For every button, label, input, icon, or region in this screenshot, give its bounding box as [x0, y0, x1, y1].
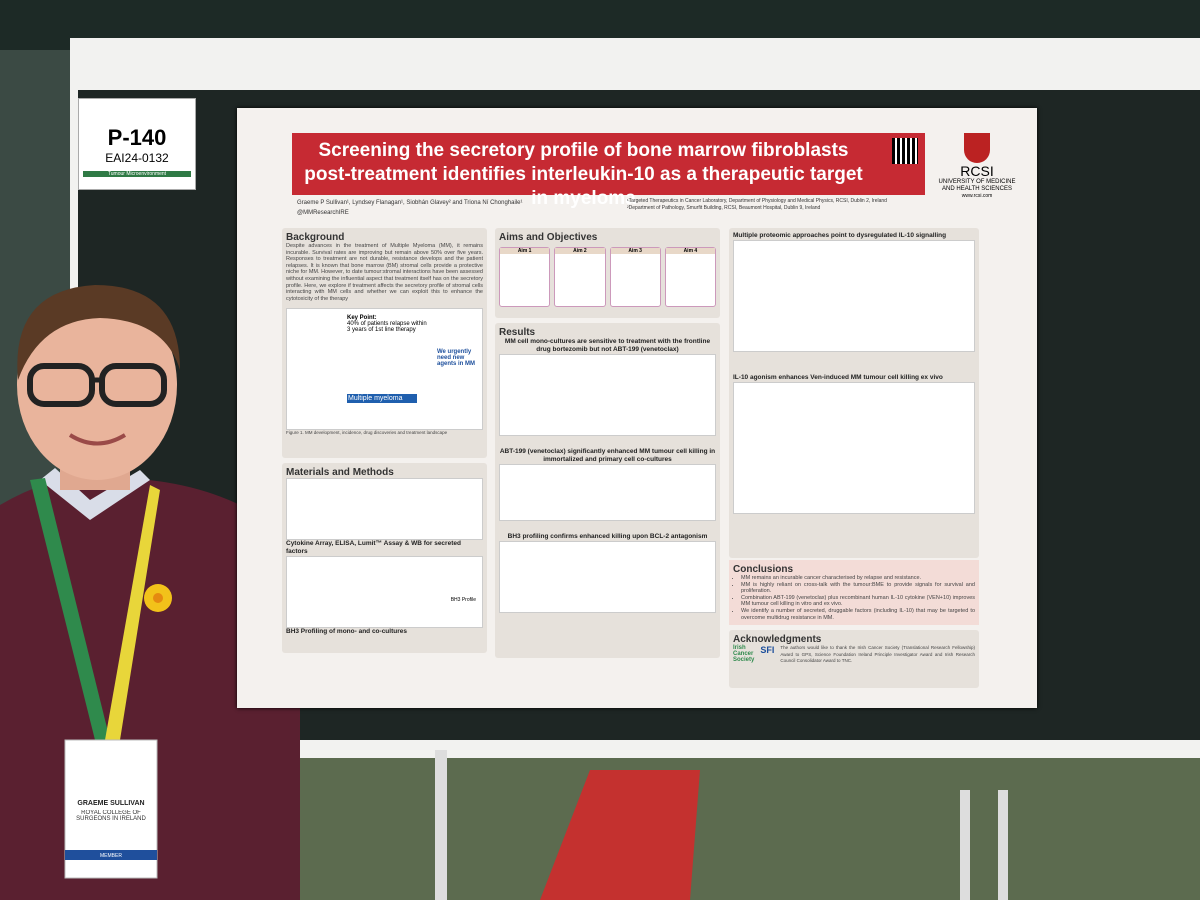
figure-1: Key Point: 40% of patients relapse within…: [286, 308, 483, 431]
aim-label: Aim 3: [610, 248, 660, 254]
sponsor: Irish Cancer Society: [733, 645, 755, 663]
result-heading: BH3 profiling confirms enhanced killing …: [507, 533, 708, 540]
conclusion-item: Combination ABT-199 (venetoclax) plus re…: [741, 595, 975, 608]
acknowledgments-section: Acknowledgments Irish Cancer Society SFI…: [729, 630, 979, 688]
badge-name: GRAEME SULLIVAN: [77, 800, 144, 807]
background-text: Despite advances in the treatment of Mul…: [286, 243, 483, 302]
section-heading: Materials and Methods: [286, 467, 394, 478]
poster: Screening the secretory profile of bone …: [237, 108, 1037, 708]
key-point-heading: Key Point:: [347, 315, 377, 322]
result-heading: IL-10 agonism enhances Ven-induced MM tu…: [733, 374, 943, 381]
face: [17, 290, 177, 480]
crest: [964, 133, 990, 163]
key-point-urgent: We urgently need new agents in MM: [437, 349, 476, 368]
topic: Tumour Microenvironment: [83, 171, 191, 177]
badge-org: ROYAL COLLEGE OF SURGEONS IN IRELAND: [76, 810, 146, 822]
key-point: Key Point: 40% of patients relapse within…: [347, 315, 427, 333]
methods-figure: BH3 Profile: [286, 556, 483, 628]
badge-role: MEMBER: [100, 853, 122, 859]
bh3-profile: BH3 Profile: [450, 597, 476, 603]
result-figure: [499, 541, 716, 613]
red-carpet: [540, 770, 700, 900]
abstract-id: EAI24-0132: [105, 151, 169, 165]
smile: [68, 433, 127, 446]
poster-number: P-140: [107, 125, 167, 150]
result-heading: ABT-199 (venetoclax) significantly enhan…: [499, 448, 716, 463]
results-section: Results MM cell mono-cultures are sensit…: [495, 323, 720, 658]
result-figure: [733, 382, 975, 514]
background-section: Background Despite advances in the treat…: [282, 228, 487, 458]
aim-box: Aim 3: [609, 247, 661, 307]
qr-code: [892, 138, 918, 164]
aim-label: Aim 2: [555, 248, 605, 254]
board-leg: [998, 790, 1008, 900]
aims-section: Aims and Objectives Aim 1 Aim 2 Aim 3 Aim 4: [495, 228, 720, 318]
methods-assay: Cytokine Array, ELISA, Lumit™ Assay & WB…: [286, 540, 461, 555]
affiliation: ²Department of Pathology, Smurfit Buildi…: [627, 205, 821, 211]
section-heading: Acknowledgments: [733, 634, 822, 645]
figure-caption: Figure 1. MM development, incidence, dru…: [286, 430, 448, 436]
glasses: [99, 363, 167, 407]
section-heading: Aims and Objectives: [499, 232, 598, 243]
glasses: [27, 363, 95, 407]
aims-row: Aim 1 Aim 2 Aim 3 Aim 4: [499, 247, 716, 307]
logo-url: www.rcsi.com: [961, 193, 993, 199]
section-heading: Conclusions: [733, 564, 794, 575]
logo-name: RCSI: [960, 163, 994, 179]
affiliation: ¹Targeted Therapeutics in Cancer Laborat…: [627, 198, 887, 204]
aim-box: Aim 2: [554, 247, 606, 307]
ack-row: Irish Cancer Society SFI The authors wou…: [733, 645, 975, 665]
board-leg: [435, 750, 447, 900]
key-point-text: 40% of patients relapse within 3 years o…: [347, 321, 427, 334]
badge-strip: [65, 850, 157, 860]
aim-label: Aim 1: [500, 248, 550, 254]
conclusion-item: MM is highly reliant on cross-talk with …: [741, 582, 975, 595]
authors: Graeme P Sullivan¹, Lyndsey Flanagan¹, S…: [297, 200, 523, 206]
board-leg: [960, 790, 970, 900]
badge-org-box: ROYAL COLLEGE OF SURGEONS IN IRELAND: [76, 810, 146, 822]
section-heading: Background: [286, 232, 345, 243]
sponsor: SFI: [760, 645, 775, 655]
results-right: Multiple proteomic approaches point to d…: [729, 228, 979, 558]
result-figure: [499, 354, 716, 436]
result-figure: [733, 240, 975, 352]
methods-caption: BH3 Profiling of mono- and co-cultures: [286, 628, 407, 635]
aim-box: Aim 1: [499, 247, 551, 307]
logo: RCSI UNIVERSITY OF MEDICINE AND HEALTH S…: [937, 133, 1017, 199]
conclusions-list: MM remains an incurable cancer character…: [733, 575, 975, 621]
result-heading: Multiple proteomic approaches point to d…: [733, 232, 947, 239]
ack-text: The authors would like to thank the Iris…: [780, 645, 975, 664]
lanyard: [105, 485, 160, 740]
affiliations: ¹Targeted Therapeutics in Cancer Laborat…: [627, 198, 927, 212]
logo-subtitle: UNIVERSITY OF MEDICINE AND HEALTH SCIENC…: [938, 179, 1016, 192]
result-figure: [499, 464, 716, 521]
daffodil-center: [153, 593, 163, 603]
lanyard: [30, 478, 110, 740]
handle: @MMResearchIRE: [297, 210, 349, 216]
result-heading: MM cell mono-cultures are sensitive to t…: [504, 338, 711, 353]
methods-section: Materials and Methods Cytokine Array, EL…: [282, 463, 487, 653]
aim-box: Aim 4: [664, 247, 716, 307]
board-label: P-140 EAI24-0132 Tumour Microenvironment: [78, 98, 196, 190]
methods-figure: [286, 478, 483, 540]
conclusion-item: We identify a number of secreted, drugga…: [741, 608, 975, 621]
conclusion-item: MM remains an incurable cancer character…: [741, 575, 975, 582]
hair: [17, 285, 180, 380]
key-point-banner: Multiple myeloma: [347, 394, 417, 404]
conclusions-section: Conclusions MM remains an incurable canc…: [729, 560, 979, 625]
section-heading: Results: [499, 327, 536, 338]
poster-title: Screening the secretory profile of bone …: [292, 133, 925, 209]
aim-label: Aim 4: [665, 248, 715, 254]
